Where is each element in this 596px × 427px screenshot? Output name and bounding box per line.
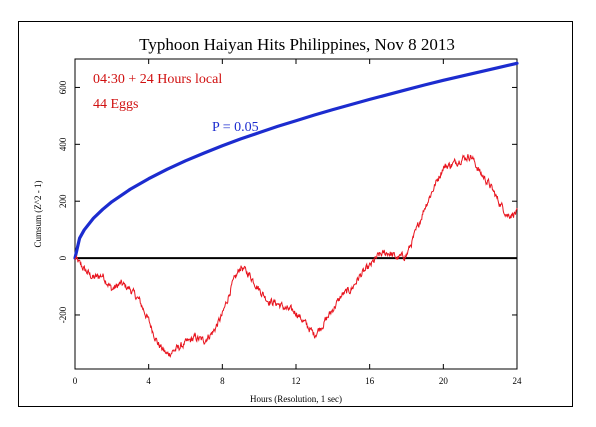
eggs-annotation: 44 Eggs <box>93 97 139 112</box>
y-tick-label: 400 <box>58 137 68 151</box>
x-tick-labels: 0 4 8 12 16 20 24 <box>73 376 522 386</box>
x-tick-label: 24 <box>513 376 523 386</box>
y-tick-label: 200 <box>58 194 68 208</box>
y-tick-labels: -200 0 200 400 600 <box>58 80 68 323</box>
axis-ticks <box>74 59 518 369</box>
x-tick-label: 16 <box>365 376 375 386</box>
chart-title: Typhoon Haiyan Hits Philippines, Nov 8 2… <box>139 35 455 54</box>
probability-annotation: P = 0.05 <box>212 120 259 135</box>
x-axis-label: Hours (Resolution, 1 sec) <box>250 394 342 404</box>
y-tick-label: 600 <box>58 80 68 94</box>
x-tick-label: 20 <box>439 376 449 386</box>
y-tick-label: 0 <box>58 255 68 260</box>
plot-area <box>73 58 519 370</box>
x-tick-label: 4 <box>146 376 151 386</box>
plot-border <box>74 58 518 370</box>
time-annotation: 04:30 + 24 Hours local <box>93 72 222 87</box>
cumsum-line <box>74 154 518 358</box>
y-axis-label: Cumsum (Z^2 - 1) <box>33 181 43 248</box>
chart-frame <box>18 21 573 407</box>
y-tick-label: -200 <box>58 306 68 323</box>
x-tick-label: 8 <box>220 376 225 386</box>
x-tick-label: 12 <box>292 376 301 386</box>
x-tick-label: 0 <box>73 376 78 386</box>
probability-envelope-line <box>73 61 519 260</box>
